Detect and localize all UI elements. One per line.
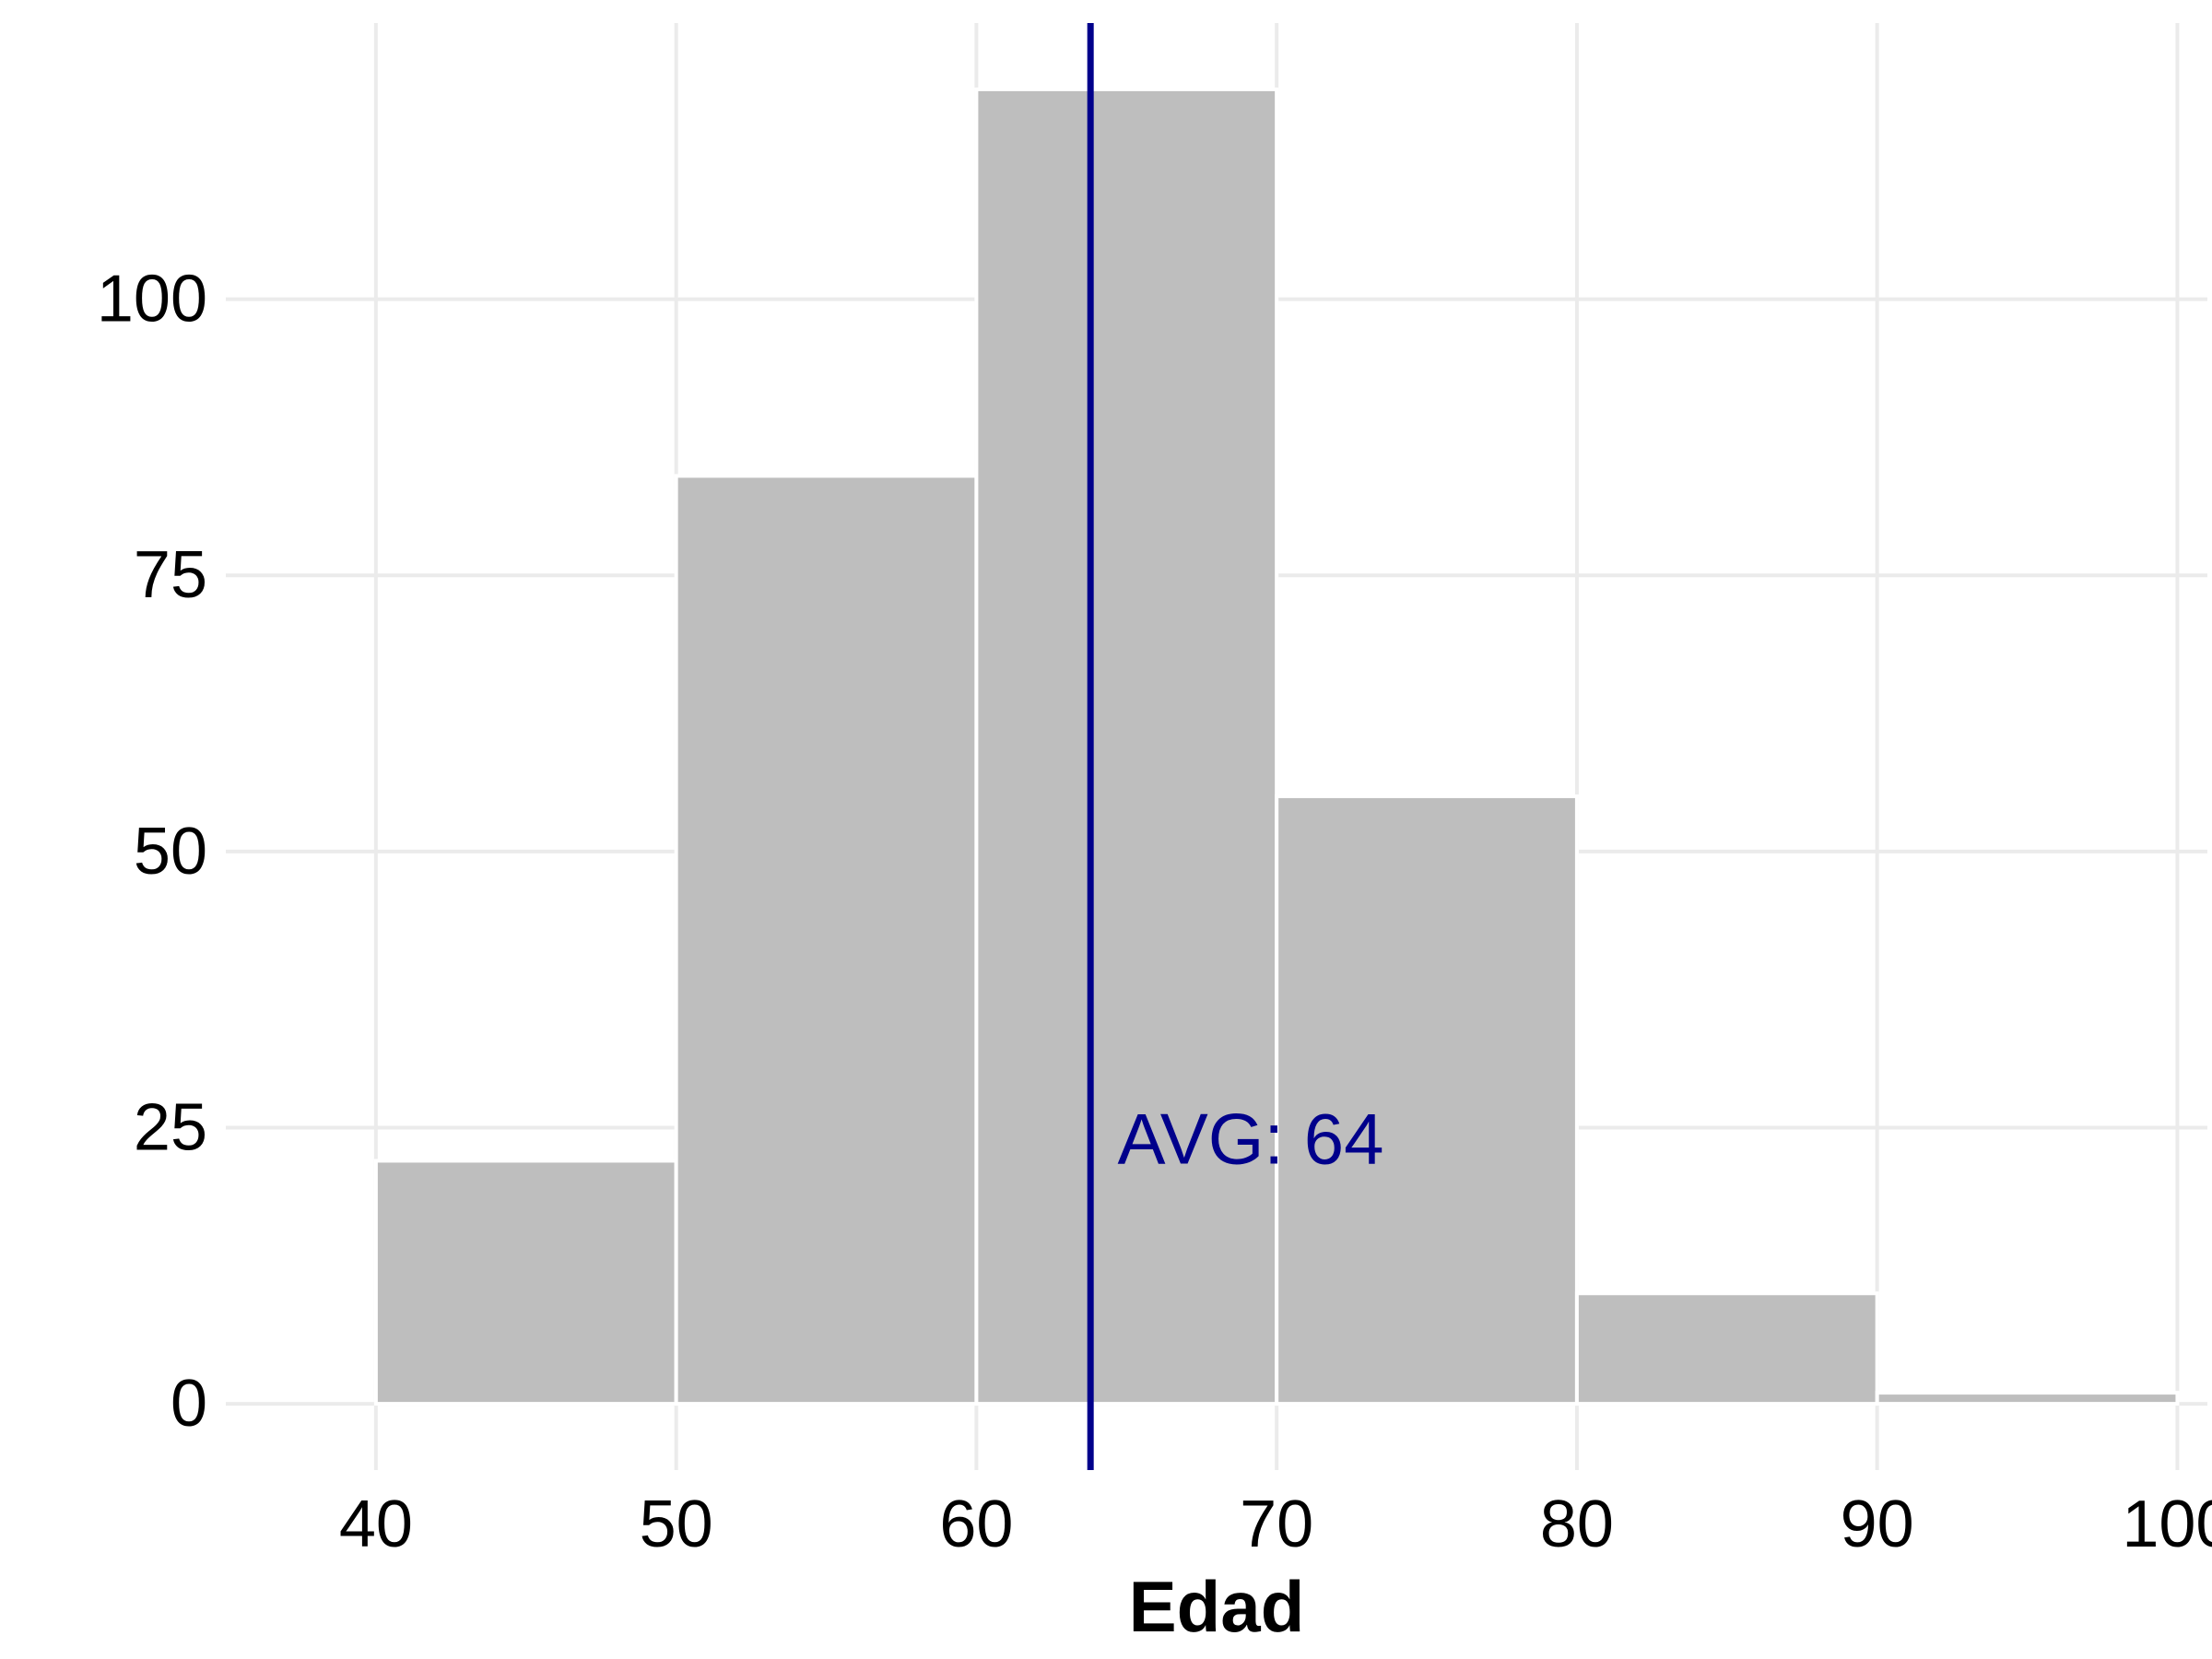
x-tick-labels: 40 50 60 70 80 90 100 — [339, 1488, 2212, 1561]
x-tick-label: 90 — [1841, 1488, 1914, 1561]
y-tick-label: 25 — [134, 1090, 207, 1164]
y-tick-label: 50 — [134, 815, 207, 888]
histogram-bar — [376, 1160, 677, 1404]
x-tick-label: 70 — [1240, 1488, 1313, 1561]
x-tick-label: 80 — [1540, 1488, 1614, 1561]
x-tick-label: 50 — [640, 1488, 713, 1561]
x-tick-label: 60 — [939, 1488, 1013, 1561]
histogram-bar — [1877, 1393, 2178, 1404]
y-tick-label: 100 — [97, 263, 207, 336]
histogram-bar — [677, 476, 977, 1404]
x-axis-title: Edad — [1129, 1566, 1305, 1647]
histogram-bars — [376, 89, 2178, 1404]
mean-annotation: AVG: 64 — [1118, 1098, 1384, 1179]
y-tick-label: 0 — [171, 1367, 207, 1441]
histogram-bar — [1577, 1293, 1877, 1404]
x-tick-label: 100 — [2122, 1488, 2212, 1561]
x-tick-label: 40 — [339, 1488, 413, 1561]
histogram-bar — [976, 89, 1277, 1404]
y-tick-labels: 0 25 50 75 100 — [97, 263, 207, 1441]
y-tick-label: 75 — [134, 538, 207, 612]
